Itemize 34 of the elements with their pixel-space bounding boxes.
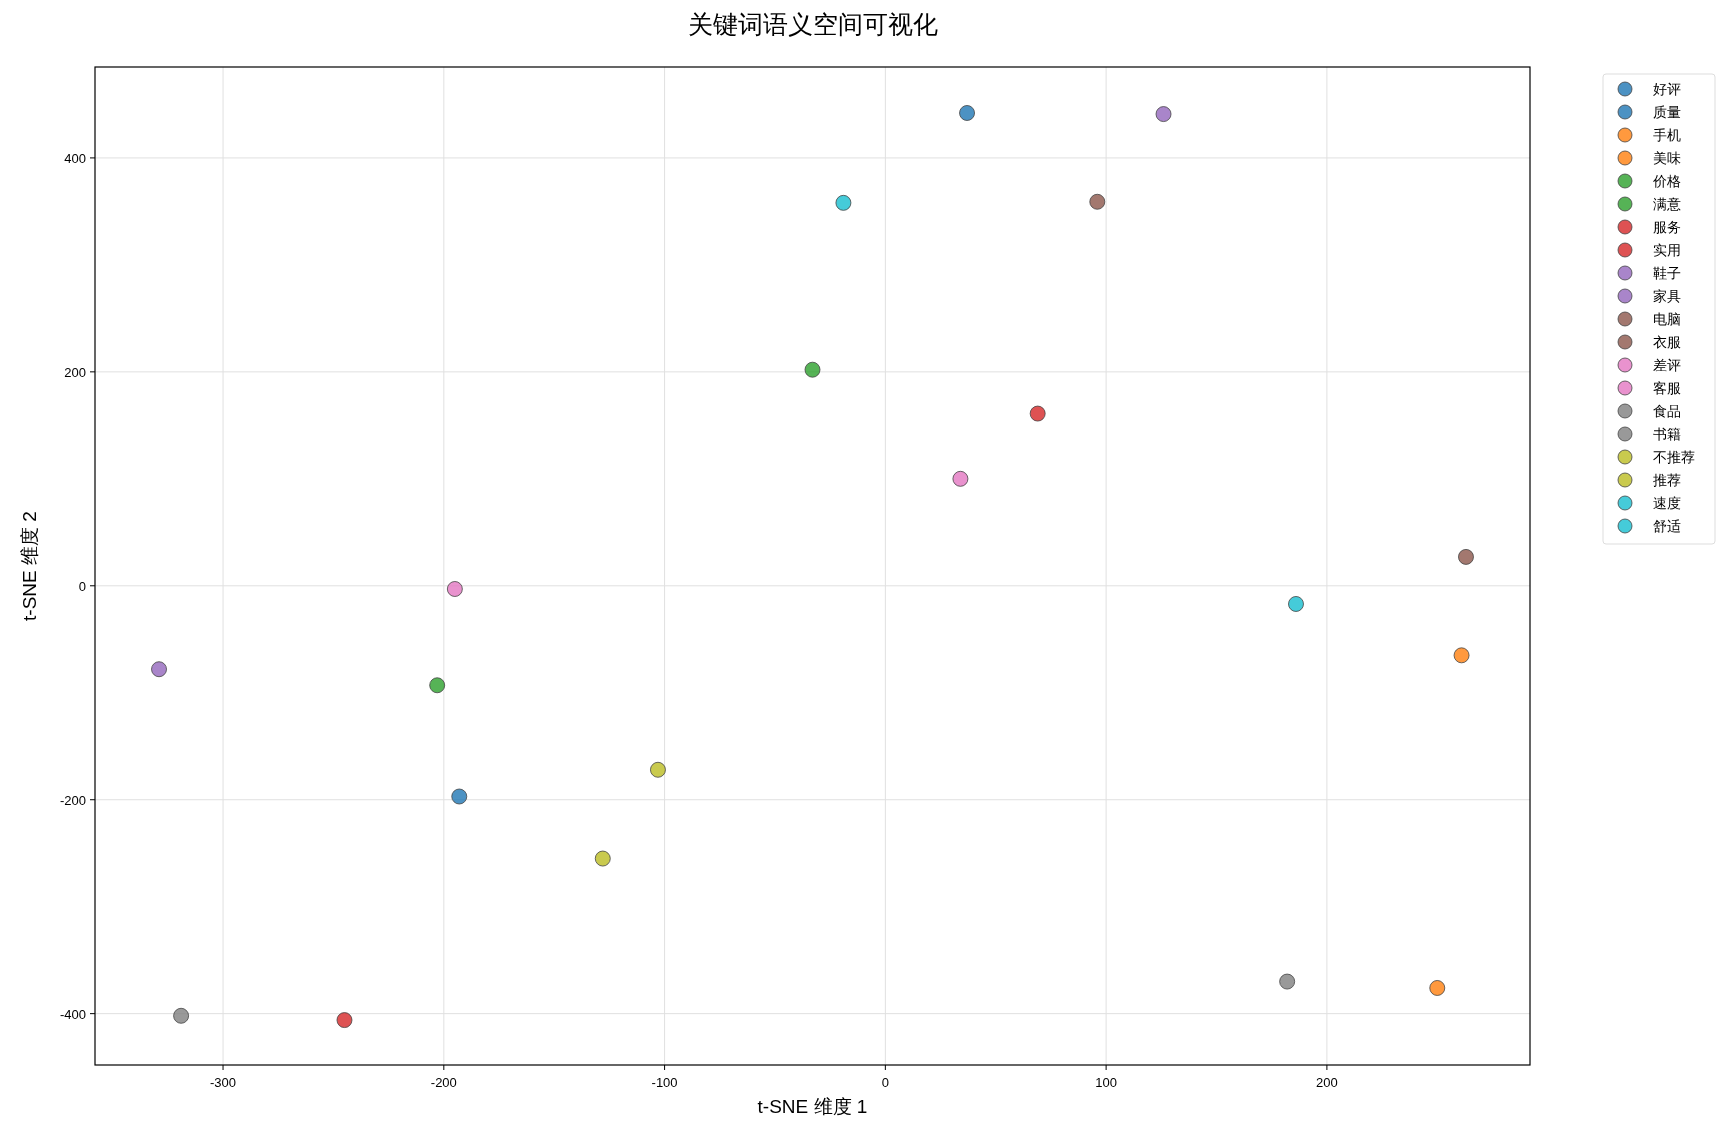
legend-label: 满意 (1653, 196, 1681, 212)
legend-label: 衣服 (1653, 334, 1681, 350)
x-axis-title: t-SNE 维度 1 (757, 1096, 868, 1117)
y-tick-label: -200 (59, 792, 86, 808)
legend-label: 推荐 (1653, 472, 1681, 488)
y-tick-label: 400 (64, 150, 86, 166)
legend-label: 鞋子 (1653, 265, 1681, 281)
legend-label: 书籍 (1653, 426, 1681, 442)
legend-label: 质量 (1653, 104, 1681, 120)
legend-label: 客服 (1653, 380, 1681, 396)
legend-label: 实用 (1653, 242, 1681, 258)
legend-label: 服务 (1653, 219, 1681, 235)
legend-label: 速度 (1653, 495, 1681, 511)
legend-label: 价格 (1652, 173, 1681, 189)
chart-title: 关键词语义空间可视化 (687, 10, 938, 38)
legend-label: 舒适 (1653, 518, 1681, 534)
legend-label: 电脑 (1653, 311, 1681, 327)
legend-label: 不推荐 (1653, 449, 1695, 465)
legend-label: 手机 (1653, 127, 1681, 143)
legend-label: 家具 (1653, 288, 1681, 304)
x-tick-label: -100 (651, 1075, 678, 1090)
legend-label: 食品 (1653, 403, 1681, 419)
y-tick-label: -400 (59, 1006, 86, 1022)
x-tick-label: 200 (1316, 1075, 1338, 1090)
y-tick-label: 0 (78, 578, 86, 594)
y-tick-label: 200 (64, 364, 86, 380)
y-axis-title: t-SNE 维度 2 (19, 511, 40, 621)
x-tick-label: -300 (210, 1075, 237, 1090)
legend-label: 差评 (1653, 357, 1681, 373)
x-tick-label: 0 (881, 1075, 889, 1090)
x-tick-label: -200 (430, 1075, 457, 1090)
legend-label: 美味 (1653, 150, 1681, 166)
x-tick-label: 100 (1095, 1075, 1117, 1090)
legend-label: 好评 (1653, 81, 1681, 97)
